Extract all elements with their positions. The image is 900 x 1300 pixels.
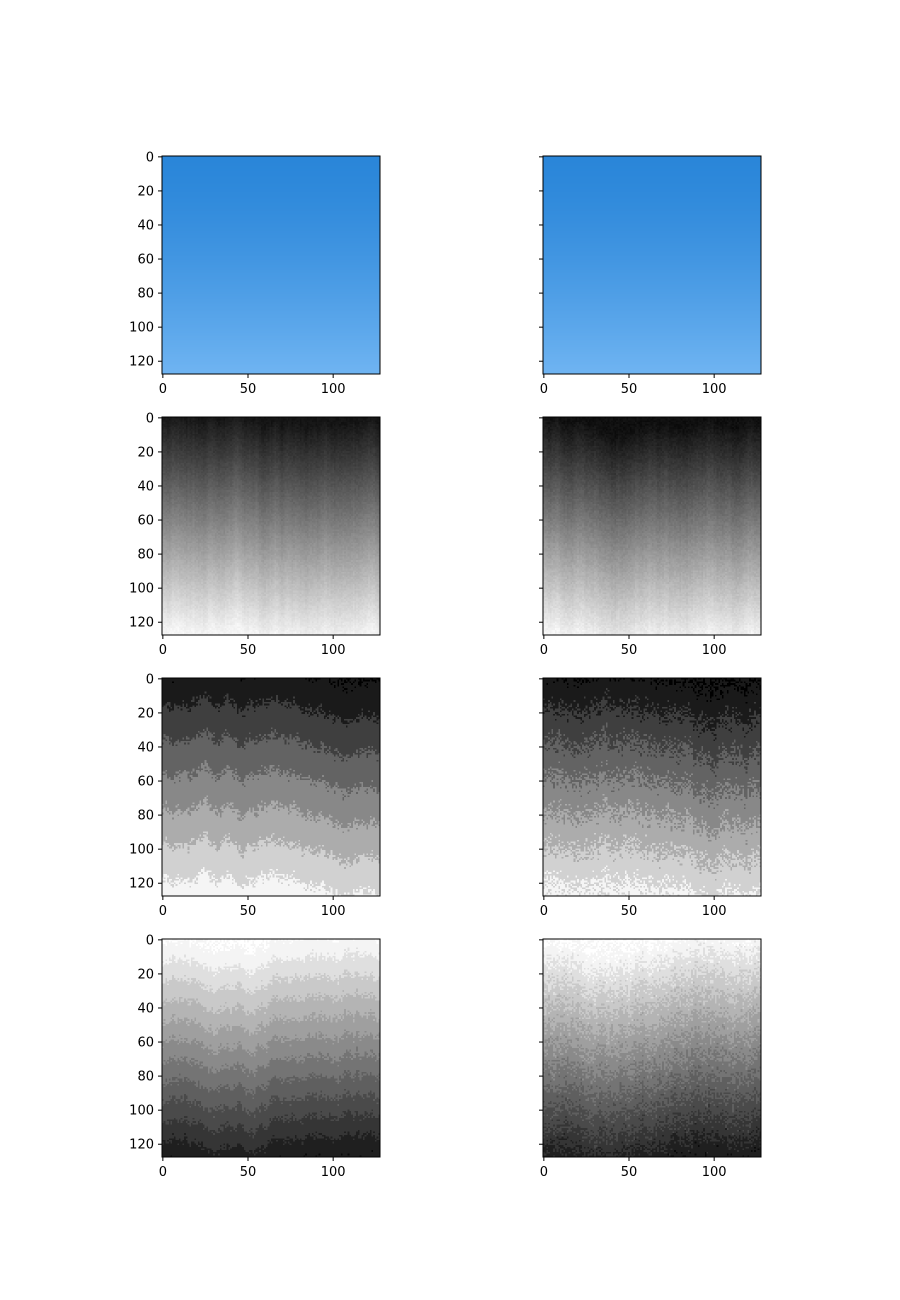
panel-image [543,417,761,635]
x-tick-label: 100 [321,643,346,658]
x-tick-label: 0 [159,643,167,658]
x-tick-label: 50 [621,643,638,658]
axes-frame [542,155,762,375]
x-tick-label: 0 [540,643,548,658]
x-tick-label: 100 [702,904,727,919]
x-tick-label: 50 [240,382,257,397]
x-tick-label: 0 [159,904,167,919]
y-tick-label: 80 [137,548,154,563]
x-tick-label: 50 [240,904,257,919]
y-tick-label: 0 [146,150,154,165]
axes-frame [542,416,762,636]
y-tick-label: 40 [137,740,154,755]
x-tick-label: 100 [702,643,727,658]
y-tick-label: 100 [129,321,154,336]
x-tick-label: 0 [540,1165,548,1180]
axes-frame [542,938,762,1158]
panel-r3-c1: 0 50 100 [539,938,762,1180]
y-tick-label: 60 [137,1036,154,1051]
y-tick-label: 60 [137,253,154,268]
y-tick-label: 0 [146,933,154,948]
panel-image [162,156,380,374]
y-tick-label: 20 [137,706,154,721]
axes-frame [161,938,381,1158]
x-tick-label: 0 [159,382,167,397]
y-tick-label: 60 [137,775,154,790]
y-tick-label: 120 [129,1138,154,1153]
x-tick-label: 100 [321,382,346,397]
x-tick-label: 50 [621,904,638,919]
axes-frame [542,677,762,897]
x-tick-label: 100 [702,382,727,397]
panel-image [543,678,761,896]
x-tick-label: 50 [240,643,257,658]
y-tick-label: 40 [137,218,154,233]
panel-r2-c0: 0 50 100 0 20 40 60 80 100 120 [129,672,381,919]
panel-r1-c0: 0 50 100 0 20 40 60 80 100 120 [129,411,381,658]
axes-frame [161,155,381,375]
panel-image [162,939,380,1157]
x-tick-label: 50 [621,382,638,397]
panel-image [162,417,380,635]
panel-r3-c0: 0 50 100 0 20 40 60 80 100 120 [129,933,381,1180]
panel-image [162,678,380,896]
y-tick-label: 100 [129,843,154,858]
y-tick-label: 120 [129,355,154,370]
panel-r0-c0: 0 50 100 0 20 40 60 80 100 120 [129,150,381,397]
panel-image [543,939,761,1157]
panel-r0-c1: 0 50 100 [539,155,762,397]
x-tick-label: 100 [321,1165,346,1180]
y-tick-label: 80 [137,287,154,302]
panel-image [543,156,761,374]
y-tick-label: 100 [129,1104,154,1119]
y-tick-label: 20 [137,967,154,982]
y-tick-label: 20 [137,445,154,460]
y-tick-label: 20 [137,184,154,199]
panel-r1-c1: 0 50 100 [539,416,762,658]
y-tick-label: 100 [129,582,154,597]
x-tick-label: 50 [621,1165,638,1180]
x-tick-label: 100 [321,904,346,919]
y-tick-label: 60 [137,514,154,529]
y-tick-label: 80 [137,809,154,824]
x-tick-label: 0 [159,1165,167,1180]
y-tick-label: 40 [137,479,154,494]
x-tick-label: 0 [540,382,548,397]
panel-r2-c1: 0 50 100 [539,677,762,919]
axes-frame [161,677,381,897]
x-tick-label: 100 [702,1165,727,1180]
x-tick-label: 0 [540,904,548,919]
y-tick-label: 0 [146,411,154,426]
y-tick-label: 120 [129,616,154,631]
y-tick-label: 40 [137,1001,154,1016]
axes-frame [161,416,381,636]
y-tick-label: 120 [129,877,154,892]
y-tick-label: 0 [146,672,154,687]
x-tick-label: 50 [240,1165,257,1180]
y-tick-label: 80 [137,1070,154,1085]
